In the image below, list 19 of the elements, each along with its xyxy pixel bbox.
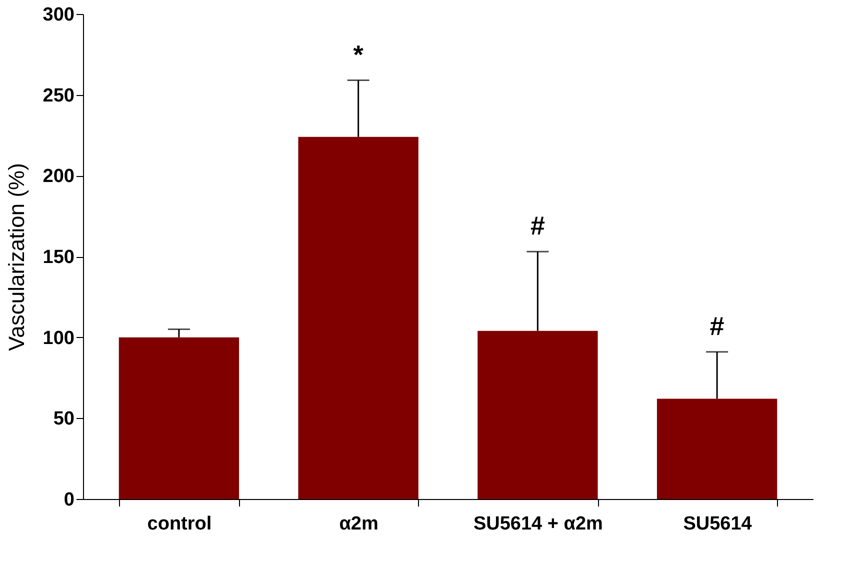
y-tick-label: 200 <box>42 166 74 188</box>
annotation: # <box>530 210 546 241</box>
bar <box>656 398 778 499</box>
bar <box>118 337 240 499</box>
x-tick-label: control <box>147 514 212 534</box>
bar <box>298 136 418 499</box>
x-tick-label: α2m <box>339 514 378 534</box>
bar <box>478 330 598 499</box>
y-tick-label: 250 <box>42 85 74 106</box>
annotation: # <box>710 310 725 341</box>
y-tick-label: 50 <box>53 408 74 430</box>
y-tick-label: 150 <box>42 247 74 268</box>
y-tick-label: 300 <box>42 4 74 26</box>
x-tick-label: SU5614 <box>683 514 752 534</box>
x-tick-label: SU5614 + α2m <box>473 514 603 534</box>
y-tick-label: 100 <box>42 328 74 349</box>
y-tick-label: 0 <box>64 490 74 510</box>
y-axis-title: Vascularization (%) <box>4 163 29 351</box>
annotation: * <box>353 39 364 70</box>
